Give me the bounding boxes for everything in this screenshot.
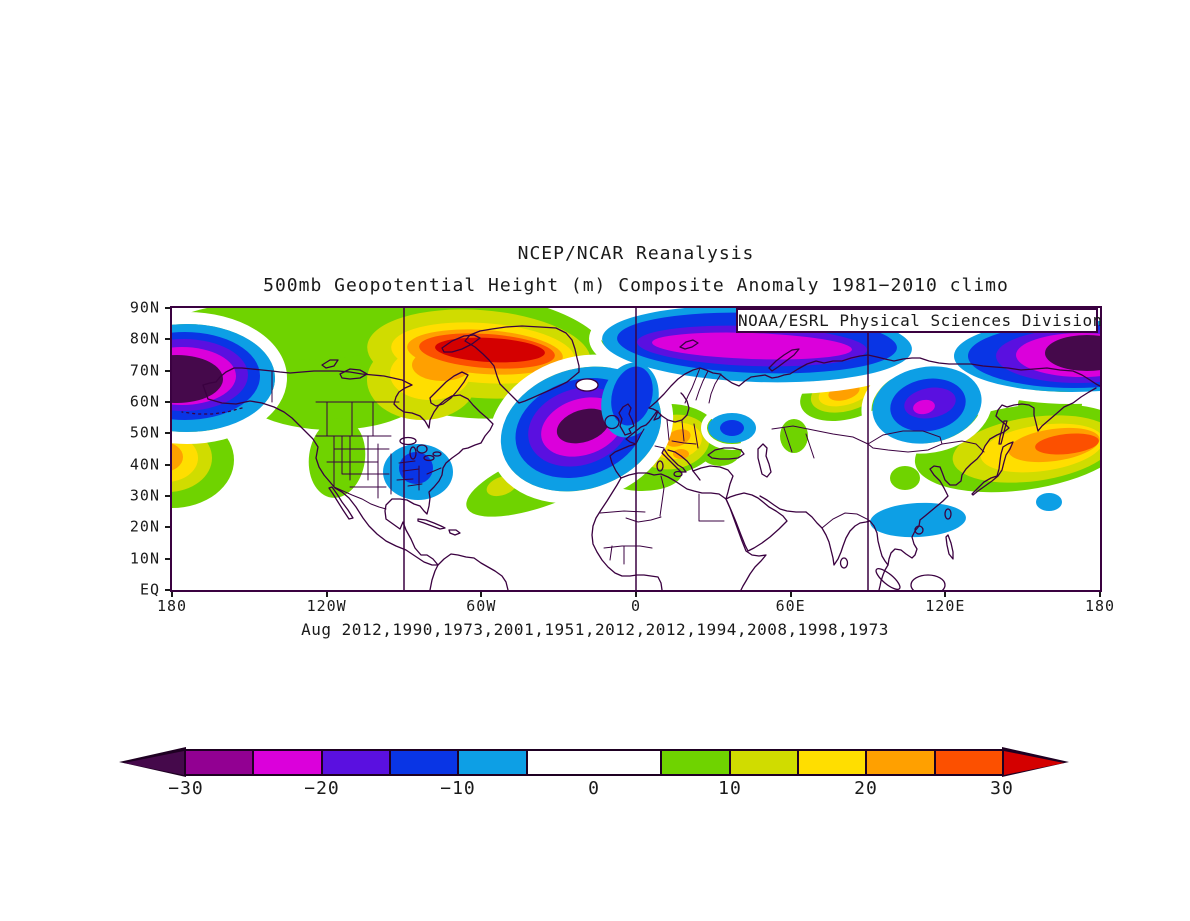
x-axis-tick-mark <box>789 590 792 597</box>
colorbar-segment-m10_m5 <box>457 751 526 774</box>
y-axis-tick-label: 40N <box>129 455 160 474</box>
colorbar-labels: −30 −20 −10 0 10 20 30 <box>168 778 1013 802</box>
y-axis-tick-label: 20N <box>129 517 160 536</box>
y-axis-tick-label: 30N <box>129 486 160 505</box>
y-axis-tick-mark <box>165 400 172 403</box>
y-axis-tick-mark <box>165 432 172 435</box>
credit-box: NOAA/ESRL Physical Sciences Division <box>736 308 1102 333</box>
y-axis-tick-mark <box>165 463 172 466</box>
y-axis-tick-label: 60N <box>129 392 160 411</box>
x-axis-tick-mark <box>171 590 173 597</box>
colorbar-tick-label: −30 <box>168 778 204 799</box>
y-axis-tick-mark <box>165 526 172 529</box>
x-axis-tick-mark <box>480 590 483 597</box>
colorbar-segment-m25_m20 <box>252 751 321 774</box>
y-axis-tick-label: EQ <box>139 580 160 599</box>
y-axis-tick-mark <box>165 557 172 560</box>
x-axis-tick-mark <box>944 590 947 597</box>
colorbar-tick-label: −20 <box>304 778 340 799</box>
x-axis-tick-label: 180 <box>1084 597 1116 615</box>
colorbar-segment-m30_m25 <box>186 751 253 774</box>
country-borders <box>271 367 985 569</box>
colorbar-segment-m15_m10 <box>388 751 458 774</box>
colorbar-tick-label: 10 <box>718 778 742 799</box>
map-plot-area: NOAA/ESRL Physical Sciences Division <box>170 306 1102 592</box>
x-axis-tick-mark <box>325 590 328 597</box>
x-axis: 180 120W 60W 0 60E 120E 180 <box>157 590 1114 620</box>
x-axis-tick-label: 180 <box>156 597 188 615</box>
chart-title: NCEP/NCAR Reanalysis <box>517 243 755 264</box>
x-axis-tick-label: 60E <box>775 597 806 615</box>
composite-years-caption: Aug 2012,1990,1973,2001,1951,2012,2012,1… <box>301 620 889 639</box>
x-axis-tick-mark <box>635 590 637 597</box>
colorbar-segment-p15_20 <box>796 751 866 774</box>
coastlines <box>181 325 1100 590</box>
y-axis-tick-label: 80N <box>129 329 160 348</box>
colorbar-track <box>184 749 1004 776</box>
colorbar-segment-m5_5 <box>525 751 661 774</box>
colorbar-segment-p5_10 <box>660 751 729 774</box>
x-axis-tick-mark <box>1099 590 1101 597</box>
y-axis-tick-label: 50N <box>129 423 160 442</box>
colorbar-tick-label: 20 <box>854 778 878 799</box>
y-axis: 90N 80N 70N 60N 50N 40N 30N 20N 10N EQ <box>0 299 172 599</box>
x-axis-tick-label: 0 <box>630 597 642 615</box>
colorbar-tick-label: 0 <box>588 778 600 799</box>
colorbar-segment-p20_25 <box>865 751 934 774</box>
anomaly-map-svg <box>172 308 1100 590</box>
y-axis-tick-label: 10N <box>129 549 160 568</box>
x-axis-tick-label: 60W <box>466 597 497 615</box>
y-axis-tick-mark <box>165 588 172 591</box>
x-axis-tick-label: 120W <box>306 597 347 615</box>
colorbar-tick-label: −10 <box>440 778 476 799</box>
y-axis-tick-mark <box>165 494 172 497</box>
colorbar-segment-p10_15 <box>728 751 797 774</box>
y-axis-tick-mark <box>165 369 172 372</box>
negative-anomaly-fills <box>172 308 1100 538</box>
y-axis-tick-label: 90N <box>129 298 160 317</box>
y-axis-tick-mark <box>165 338 172 341</box>
colorbar-right-arrow <box>1004 750 1064 775</box>
colorbar-left-arrow <box>124 750 184 775</box>
y-axis-tick-label: 70N <box>129 361 160 380</box>
colorbar-tick-label: 30 <box>990 778 1014 799</box>
x-axis-tick-label: 120E <box>925 597 966 615</box>
chart-subtitle: 500mb Geopotential Height (m) Composite … <box>263 275 1009 296</box>
y-axis-tick-mark <box>165 307 172 309</box>
colorbar-segment-m20_m15 <box>320 751 389 774</box>
colorbar: −30 −20 −10 0 10 20 30 <box>119 747 1070 799</box>
colorbar-segment-p25_30 <box>933 751 1002 774</box>
